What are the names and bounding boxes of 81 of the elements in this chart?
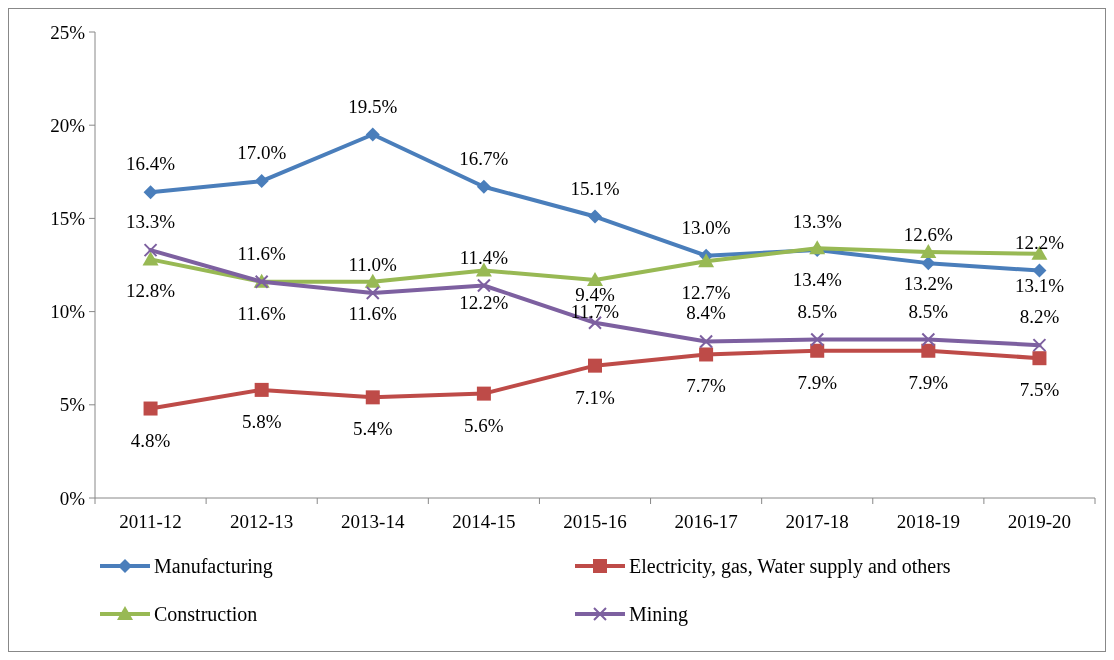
data-label: 11.0% <box>348 253 398 275</box>
data-label: 12.6% <box>903 224 954 246</box>
legend-label: Construction <box>154 603 258 625</box>
x-tick-label: 2014-15 <box>452 511 516 532</box>
legend-label: Manufacturing <box>154 555 273 578</box>
data-label: 8.2% <box>1019 306 1060 328</box>
x-tick-label: 2016-17 <box>674 511 738 532</box>
point <box>587 271 603 286</box>
y-tick-label: 10% <box>50 301 86 323</box>
point <box>921 332 936 347</box>
data-label: 13.3% <box>792 211 842 233</box>
data-label: 5.4% <box>352 418 393 440</box>
y-tick-label: 20% <box>50 114 86 136</box>
y-tick-label: 5% <box>59 394 86 416</box>
y-tick-label: 25% <box>50 21 86 43</box>
point <box>365 127 380 142</box>
x-tick-label: 2019-20 <box>1007 511 1072 532</box>
point <box>1032 351 1047 366</box>
point <box>920 243 937 258</box>
point <box>810 332 825 347</box>
point <box>254 174 269 189</box>
data-label: 5.6% <box>464 414 504 436</box>
data-label: 13.4% <box>792 269 842 291</box>
y-tick-label: 0% <box>59 487 86 509</box>
data-label: 11.6% <box>237 302 287 324</box>
point <box>142 251 159 266</box>
legend-label: Mining <box>629 603 688 626</box>
x-tick-label: 2013-14 <box>341 511 405 532</box>
data-label: 7.5% <box>1019 379 1060 401</box>
point <box>1032 263 1047 278</box>
point <box>365 390 380 405</box>
data-label: 19.5% <box>348 95 398 117</box>
data-label: 12.8% <box>126 280 176 302</box>
x-tick-label: 2017-18 <box>785 511 849 532</box>
data-label: 7.9% <box>908 371 949 393</box>
point <box>699 347 714 362</box>
point <box>365 285 380 300</box>
point <box>143 243 158 258</box>
data-label: 5.8% <box>241 410 282 432</box>
data-label: 8.5% <box>797 300 838 322</box>
point <box>143 401 158 416</box>
point <box>476 179 491 194</box>
data-label: 13.3% <box>126 211 176 233</box>
point <box>476 278 491 293</box>
point <box>588 358 602 373</box>
data-label: 16.4% <box>126 153 176 175</box>
data-label: 15.1% <box>570 177 620 199</box>
data-label: 12.2% <box>459 291 509 313</box>
data-label: 11.4% <box>459 246 509 268</box>
data-label: 7.9% <box>797 371 838 393</box>
x-tick-label: 2018-19 <box>896 511 960 532</box>
y-tick-label: 15% <box>50 208 86 230</box>
data-label: 13.1% <box>1014 274 1065 296</box>
data-label: 4.8% <box>130 429 171 451</box>
data-label: 16.7% <box>459 147 509 169</box>
data-label: 17.0% <box>237 142 287 164</box>
data-label: 8.5% <box>908 300 949 322</box>
data-label: 7.7% <box>686 375 727 397</box>
point <box>588 209 602 224</box>
data-label: 12.2% <box>1014 231 1065 253</box>
point <box>921 343 936 358</box>
point <box>364 273 381 288</box>
point <box>699 334 714 349</box>
data-label: 13.0% <box>681 216 731 238</box>
point <box>143 185 158 200</box>
data-label: 7.1% <box>575 386 615 408</box>
point <box>698 253 715 268</box>
x-tick-label: 2011-12 <box>119 511 182 532</box>
data-label: 8.4% <box>686 302 727 324</box>
point <box>921 256 936 271</box>
point <box>1032 338 1047 353</box>
data-label: 12.7% <box>681 282 731 304</box>
point <box>476 386 491 401</box>
point <box>254 382 269 397</box>
data-label: 13.2% <box>903 272 954 294</box>
data-label: 11.6% <box>237 242 287 264</box>
x-tick-label: 2015-16 <box>563 511 627 532</box>
point <box>810 343 825 358</box>
legend-label: Electricity, gas, Water supply and others <box>629 555 951 578</box>
data-label: 11.6% <box>348 302 398 324</box>
x-tick-label: 2012-13 <box>230 511 294 532</box>
